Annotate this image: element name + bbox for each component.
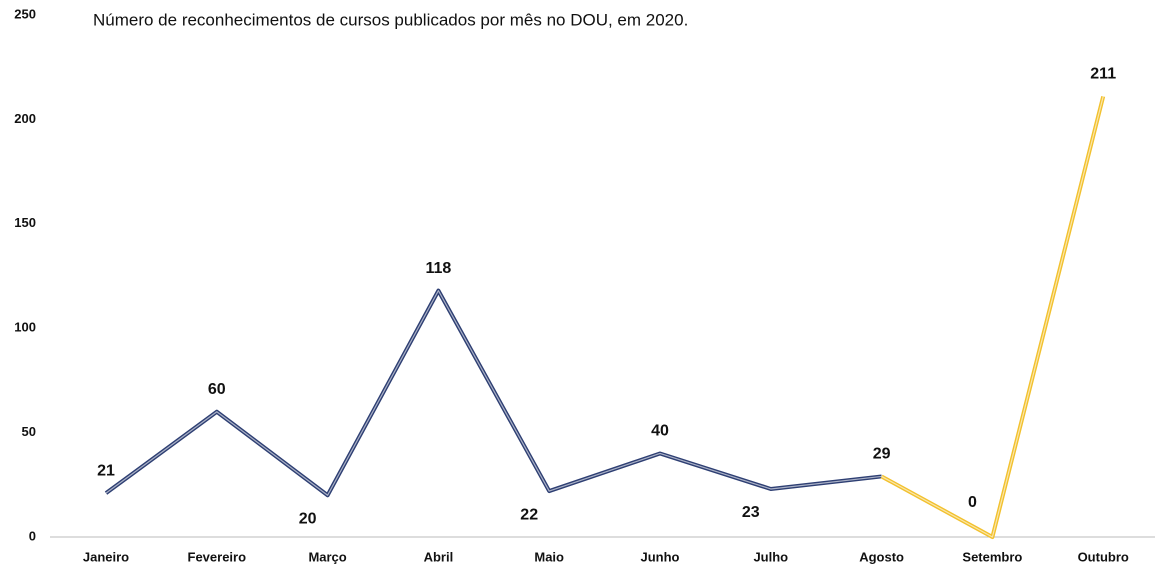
x-tick-label: Setembro	[962, 549, 1022, 564]
x-tick-label: Junho	[641, 549, 680, 564]
line-highlight	[881, 96, 1104, 538]
line-highlight	[105, 290, 882, 496]
data-label: 23	[742, 504, 760, 521]
y-tick-label: 0	[29, 528, 36, 543]
x-tick-label: Agosto	[859, 549, 904, 564]
data-label: 29	[873, 446, 891, 463]
data-label: 21	[97, 462, 115, 479]
x-tick-label: Julho	[753, 549, 788, 564]
y-tick-label: 100	[14, 320, 36, 335]
chart-title: Número de reconhecimentos de cursos publ…	[93, 10, 688, 29]
x-tick-label: Outubro	[1078, 549, 1129, 564]
data-label: 118	[425, 260, 451, 277]
y-tick-label: 250	[14, 6, 36, 21]
data-label: 22	[520, 506, 538, 523]
x-tick-label: Março	[308, 549, 346, 564]
x-tick-label: Fevereiro	[188, 549, 247, 564]
x-tick-label: Maio	[534, 549, 564, 564]
data-label: 40	[651, 423, 669, 440]
data-label: 211	[1090, 66, 1116, 83]
x-tick-label: Abril	[424, 549, 454, 564]
y-tick-label: 150	[14, 215, 36, 230]
line	[880, 95, 1106, 539]
y-tick-label: 50	[22, 424, 36, 439]
data-label: 20	[299, 510, 317, 527]
data-label: 0	[968, 494, 977, 511]
x-tick-label: Janeiro	[83, 549, 129, 564]
y-tick-label: 200	[14, 111, 36, 126]
data-label: 60	[208, 381, 226, 398]
